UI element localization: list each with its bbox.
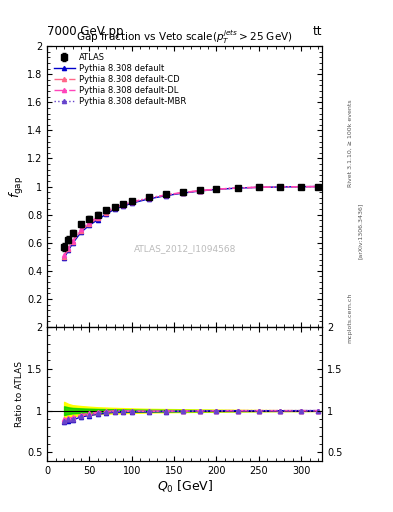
Line: Pythia 8.308 default-DL: Pythia 8.308 default-DL — [62, 184, 320, 258]
Pythia 8.308 default-MBR — [95, 216, 100, 222]
Text: 7000 GeV pp: 7000 GeV pp — [47, 26, 124, 38]
Pythia 8.308 default — [299, 184, 303, 190]
Pythia 8.308 default — [121, 203, 126, 209]
Pythia 8.308 default-DL — [163, 192, 168, 198]
Pythia 8.308 default-DL — [121, 201, 126, 207]
Pythia 8.308 default — [70, 240, 75, 246]
Pythia 8.308 default-CD — [180, 189, 185, 196]
Pythia 8.308 default-DL — [214, 186, 219, 192]
Pythia 8.308 default-MBR — [299, 184, 303, 190]
Pythia 8.308 default-DL — [70, 238, 75, 244]
Pythia 8.308 default-DL — [87, 219, 92, 225]
Pythia 8.308 default-MBR — [66, 246, 71, 252]
Text: Rivet 3.1.10, ≥ 100k events: Rivet 3.1.10, ≥ 100k events — [348, 99, 353, 187]
Pythia 8.308 default-CD — [79, 228, 83, 234]
Pythia 8.308 default-MBR — [112, 205, 117, 211]
Pythia 8.308 default-DL — [197, 187, 202, 194]
Pythia 8.308 default-DL — [299, 184, 303, 190]
Pythia 8.308 default-DL — [62, 252, 66, 259]
Pythia 8.308 default-MBR — [235, 185, 240, 191]
Pythia 8.308 default-DL — [79, 226, 83, 232]
Pythia 8.308 default-CD — [299, 184, 303, 190]
Text: ATLAS_2012_I1094568: ATLAS_2012_I1094568 — [134, 244, 236, 253]
Pythia 8.308 default-DL — [129, 199, 134, 205]
Pythia 8.308 default-MBR — [163, 192, 168, 198]
Text: [arXiv:1306.3436]: [arXiv:1306.3436] — [358, 202, 363, 259]
Pythia 8.308 default-DL — [180, 189, 185, 196]
Pythia 8.308 default-CD — [70, 239, 75, 245]
Pythia 8.308 default-CD — [121, 202, 126, 208]
Pythia 8.308 default-DL — [66, 245, 71, 251]
Pythia 8.308 default-CD — [197, 188, 202, 194]
Pythia 8.308 default-DL — [256, 184, 261, 190]
Pythia 8.308 default-MBR — [87, 221, 92, 227]
Line: Pythia 8.308 default: Pythia 8.308 default — [62, 184, 320, 260]
Text: tt: tt — [313, 26, 322, 38]
Pythia 8.308 default-CD — [256, 184, 261, 190]
Pythia 8.308 default-MBR — [121, 202, 126, 208]
Pythia 8.308 default-CD — [235, 185, 240, 191]
Pythia 8.308 default-MBR — [180, 189, 185, 196]
Pythia 8.308 default — [79, 229, 83, 236]
Pythia 8.308 default-DL — [277, 184, 282, 190]
Pythia 8.308 default-CD — [146, 195, 151, 201]
Pythia 8.308 default-CD — [95, 215, 100, 221]
Pythia 8.308 default-MBR — [146, 195, 151, 201]
Pythia 8.308 default-CD — [316, 183, 320, 189]
Line: Pythia 8.308 default-MBR: Pythia 8.308 default-MBR — [62, 184, 320, 259]
Pythia 8.308 default-MBR — [197, 188, 202, 194]
Pythia 8.308 default-CD — [214, 186, 219, 193]
Pythia 8.308 default — [256, 184, 261, 190]
Pythia 8.308 default-MBR — [256, 184, 261, 190]
Pythia 8.308 default — [87, 222, 92, 228]
Y-axis label: Ratio to ATLAS: Ratio to ATLAS — [15, 361, 24, 427]
Y-axis label: $f_{\rm gap}$: $f_{\rm gap}$ — [7, 176, 26, 198]
Pythia 8.308 default-MBR — [129, 199, 134, 205]
Pythia 8.308 default — [95, 217, 100, 223]
Pythia 8.308 default-MBR — [79, 228, 83, 234]
Pythia 8.308 default-DL — [316, 183, 320, 189]
Pythia 8.308 default-MBR — [104, 210, 109, 216]
Pythia 8.308 default-DL — [104, 208, 109, 215]
Pythia 8.308 default-CD — [129, 199, 134, 205]
Pythia 8.308 default — [129, 200, 134, 206]
Pythia 8.308 default-DL — [95, 214, 100, 220]
Pythia 8.308 default-MBR — [62, 254, 66, 260]
Legend: ATLAS, Pythia 8.308 default, Pythia 8.308 default-CD, Pythia 8.308 default-DL, P: ATLAS, Pythia 8.308 default, Pythia 8.30… — [51, 50, 189, 109]
Pythia 8.308 default — [214, 186, 219, 193]
Pythia 8.308 default — [277, 184, 282, 190]
Pythia 8.308 default-CD — [104, 209, 109, 216]
Pythia 8.308 default-MBR — [214, 186, 219, 193]
Pythia 8.308 default-CD — [163, 192, 168, 198]
Pythia 8.308 default — [163, 193, 168, 199]
Pythia 8.308 default — [197, 188, 202, 194]
X-axis label: $Q_0$ [GeV]: $Q_0$ [GeV] — [156, 478, 213, 495]
Title: Gap fraction vs Veto scale($p_T^{jets}>$25 GeV): Gap fraction vs Veto scale($p_T^{jets}>$… — [76, 28, 293, 46]
Pythia 8.308 default — [180, 190, 185, 196]
Pythia 8.308 default — [62, 255, 66, 261]
Pythia 8.308 default — [66, 247, 71, 253]
Pythia 8.308 default-MBR — [70, 239, 75, 245]
Pythia 8.308 default-DL — [112, 204, 117, 210]
Pythia 8.308 default — [316, 183, 320, 189]
Pythia 8.308 default — [112, 206, 117, 212]
Line: Pythia 8.308 default-CD: Pythia 8.308 default-CD — [62, 184, 320, 259]
Pythia 8.308 default — [104, 211, 109, 217]
Pythia 8.308 default-MBR — [316, 183, 320, 189]
Pythia 8.308 default — [146, 196, 151, 202]
Pythia 8.308 default-CD — [277, 184, 282, 190]
Pythia 8.308 default-CD — [66, 246, 71, 252]
Text: mcplots.cern.ch: mcplots.cern.ch — [348, 292, 353, 343]
Pythia 8.308 default-DL — [235, 185, 240, 191]
Pythia 8.308 default-DL — [146, 195, 151, 201]
Pythia 8.308 default — [235, 185, 240, 191]
Pythia 8.308 default-CD — [112, 205, 117, 211]
Pythia 8.308 default-CD — [87, 221, 92, 227]
Pythia 8.308 default-CD — [62, 254, 66, 260]
Pythia 8.308 default-MBR — [277, 184, 282, 190]
